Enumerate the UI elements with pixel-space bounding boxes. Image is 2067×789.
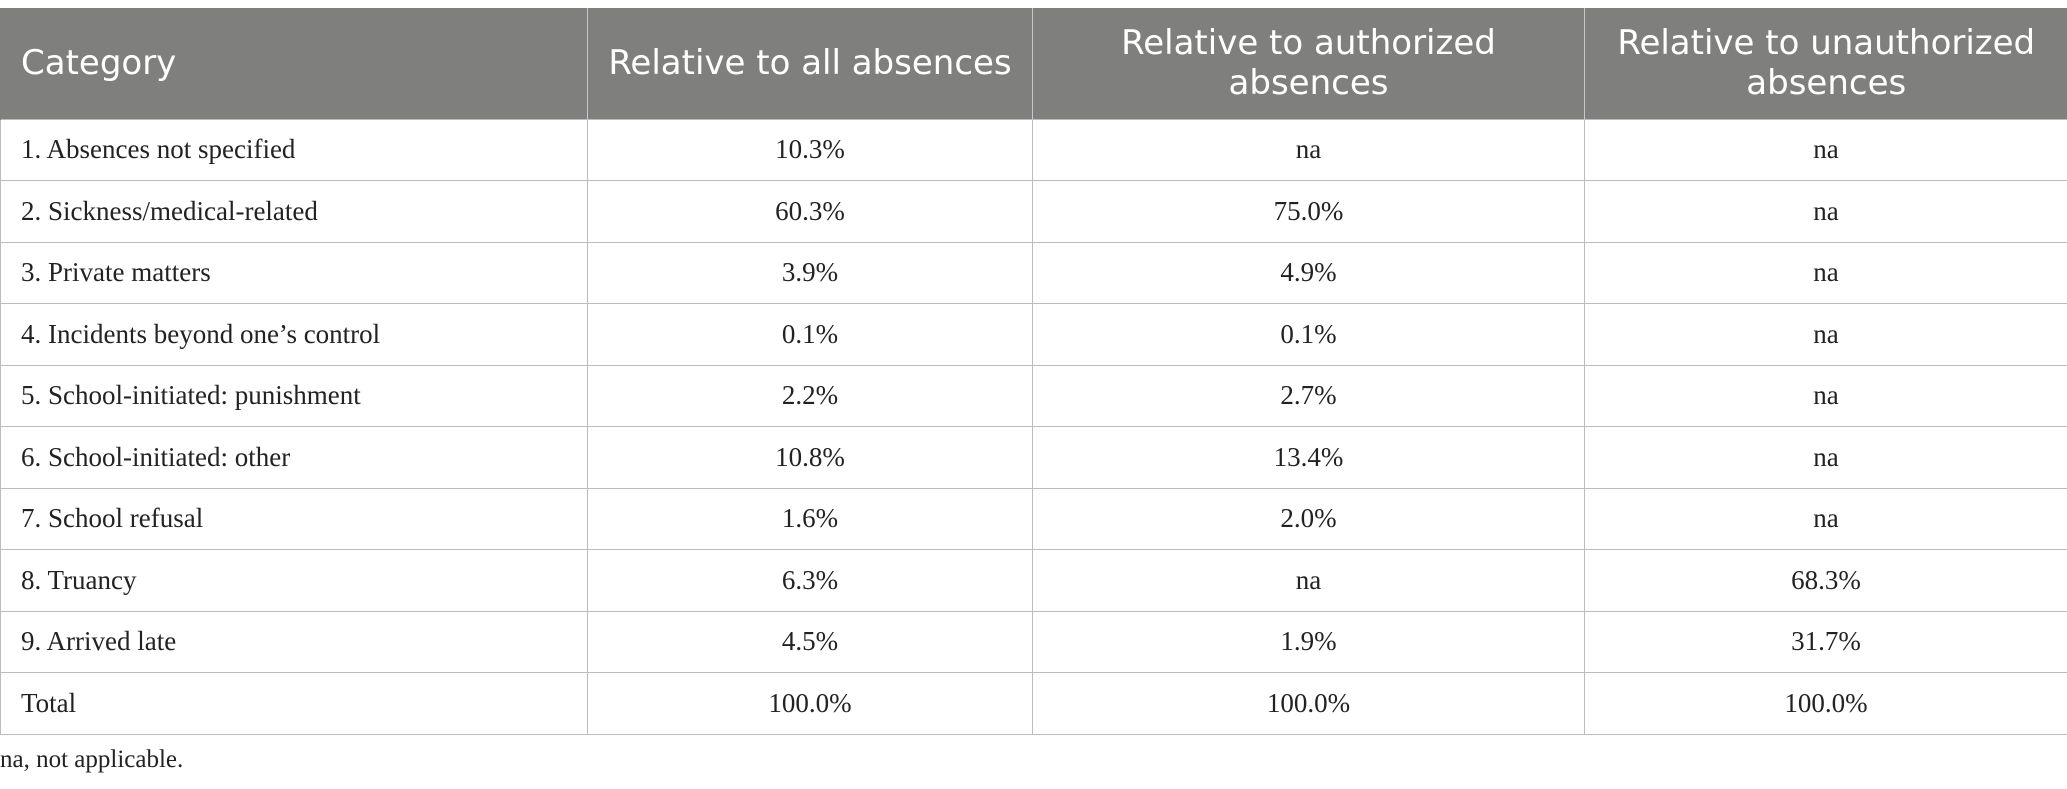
table-row: 5. School-initiated: punishment 2.2% 2.7… <box>0 364 2067 427</box>
category-cell: 7. School refusal <box>0 487 588 550</box>
all-absences-cell: 10.8% <box>587 426 1033 489</box>
all-absences-cell: 3.9% <box>587 241 1033 304</box>
table-row: 1. Absences not specified 10.3% na na <box>0 118 2067 181</box>
absence-category-table-container: Category Relative to all absences Relati… <box>0 8 2067 735</box>
category-cell: 5. School-initiated: punishment <box>0 364 588 427</box>
category-cell: 9. Arrived late <box>0 610 588 673</box>
category-cell: 6. School-initiated: other <box>0 426 588 489</box>
authorized-cell: na <box>1032 118 1585 181</box>
table-row: 4. Incidents beyond one’s control 0.1% 0… <box>0 303 2067 366</box>
table-row: 2. Sickness/medical-related 60.3% 75.0% … <box>0 180 2067 243</box>
header-relative-authorized: Relative to authorized absences <box>1032 8 1585 119</box>
authorized-cell: 2.7% <box>1032 364 1585 427</box>
authorized-cell: na <box>1032 549 1585 612</box>
category-cell: 2. Sickness/medical-related <box>0 180 588 243</box>
unauthorized-cell: na <box>1584 364 2067 427</box>
authorized-cell: 2.0% <box>1032 487 1585 550</box>
category-cell: 3. Private matters <box>0 241 588 304</box>
all-absences-cell: 2.2% <box>587 364 1033 427</box>
all-absences-cell: 10.3% <box>587 118 1033 181</box>
all-absences-cell: 6.3% <box>587 549 1033 612</box>
category-cell: 4. Incidents beyond one’s control <box>0 303 588 366</box>
authorized-cell: 75.0% <box>1032 180 1585 243</box>
unauthorized-cell: na <box>1584 180 2067 243</box>
unauthorized-cell: na <box>1584 487 2067 550</box>
unauthorized-cell: 100.0% <box>1584 672 2067 735</box>
all-absences-cell: 100.0% <box>587 672 1033 735</box>
authorized-cell: 4.9% <box>1032 241 1585 304</box>
category-cell: 1. Absences not specified <box>0 118 588 181</box>
header-relative-all: Relative to all absences <box>587 8 1033 119</box>
header-category: Category <box>0 8 588 119</box>
unauthorized-cell: 68.3% <box>1584 549 2067 612</box>
all-absences-cell: 0.1% <box>587 303 1033 366</box>
authorized-cell: 100.0% <box>1032 672 1585 735</box>
table-row: 8. Truancy 6.3% na 68.3% <box>0 549 2067 612</box>
table-row: 7. School refusal 1.6% 2.0% na <box>0 487 2067 550</box>
table-footnote: na, not applicable. <box>0 746 184 773</box>
header-row: Category Relative to all absences Relati… <box>0 8 2067 119</box>
authorized-cell: 13.4% <box>1032 426 1585 489</box>
table-body: 1. Absences not specified 10.3% na na 2.… <box>0 118 2067 735</box>
table-row: 9. Arrived late 4.5% 1.9% 31.7% <box>0 610 2067 673</box>
table-row: 6. School-initiated: other 10.8% 13.4% n… <box>0 426 2067 489</box>
absence-category-table: Category Relative to all absences Relati… <box>0 8 2067 735</box>
unauthorized-cell: na <box>1584 426 2067 489</box>
table-header: Category Relative to all absences Relati… <box>0 8 2067 119</box>
unauthorized-cell: na <box>1584 118 2067 181</box>
total-row: Total 100.0% 100.0% 100.0% <box>0 672 2067 735</box>
all-absences-cell: 4.5% <box>587 610 1033 673</box>
table-row: 3. Private matters 3.9% 4.9% na <box>0 241 2067 304</box>
all-absences-cell: 1.6% <box>587 487 1033 550</box>
authorized-cell: 1.9% <box>1032 610 1585 673</box>
category-cell: Total <box>0 672 588 735</box>
unauthorized-cell: na <box>1584 241 2067 304</box>
unauthorized-cell: na <box>1584 303 2067 366</box>
category-cell: 8. Truancy <box>0 549 588 612</box>
all-absences-cell: 60.3% <box>587 180 1033 243</box>
authorized-cell: 0.1% <box>1032 303 1585 366</box>
header-relative-unauthorized: Relative to unauthorized absences <box>1584 8 2067 119</box>
unauthorized-cell: 31.7% <box>1584 610 2067 673</box>
